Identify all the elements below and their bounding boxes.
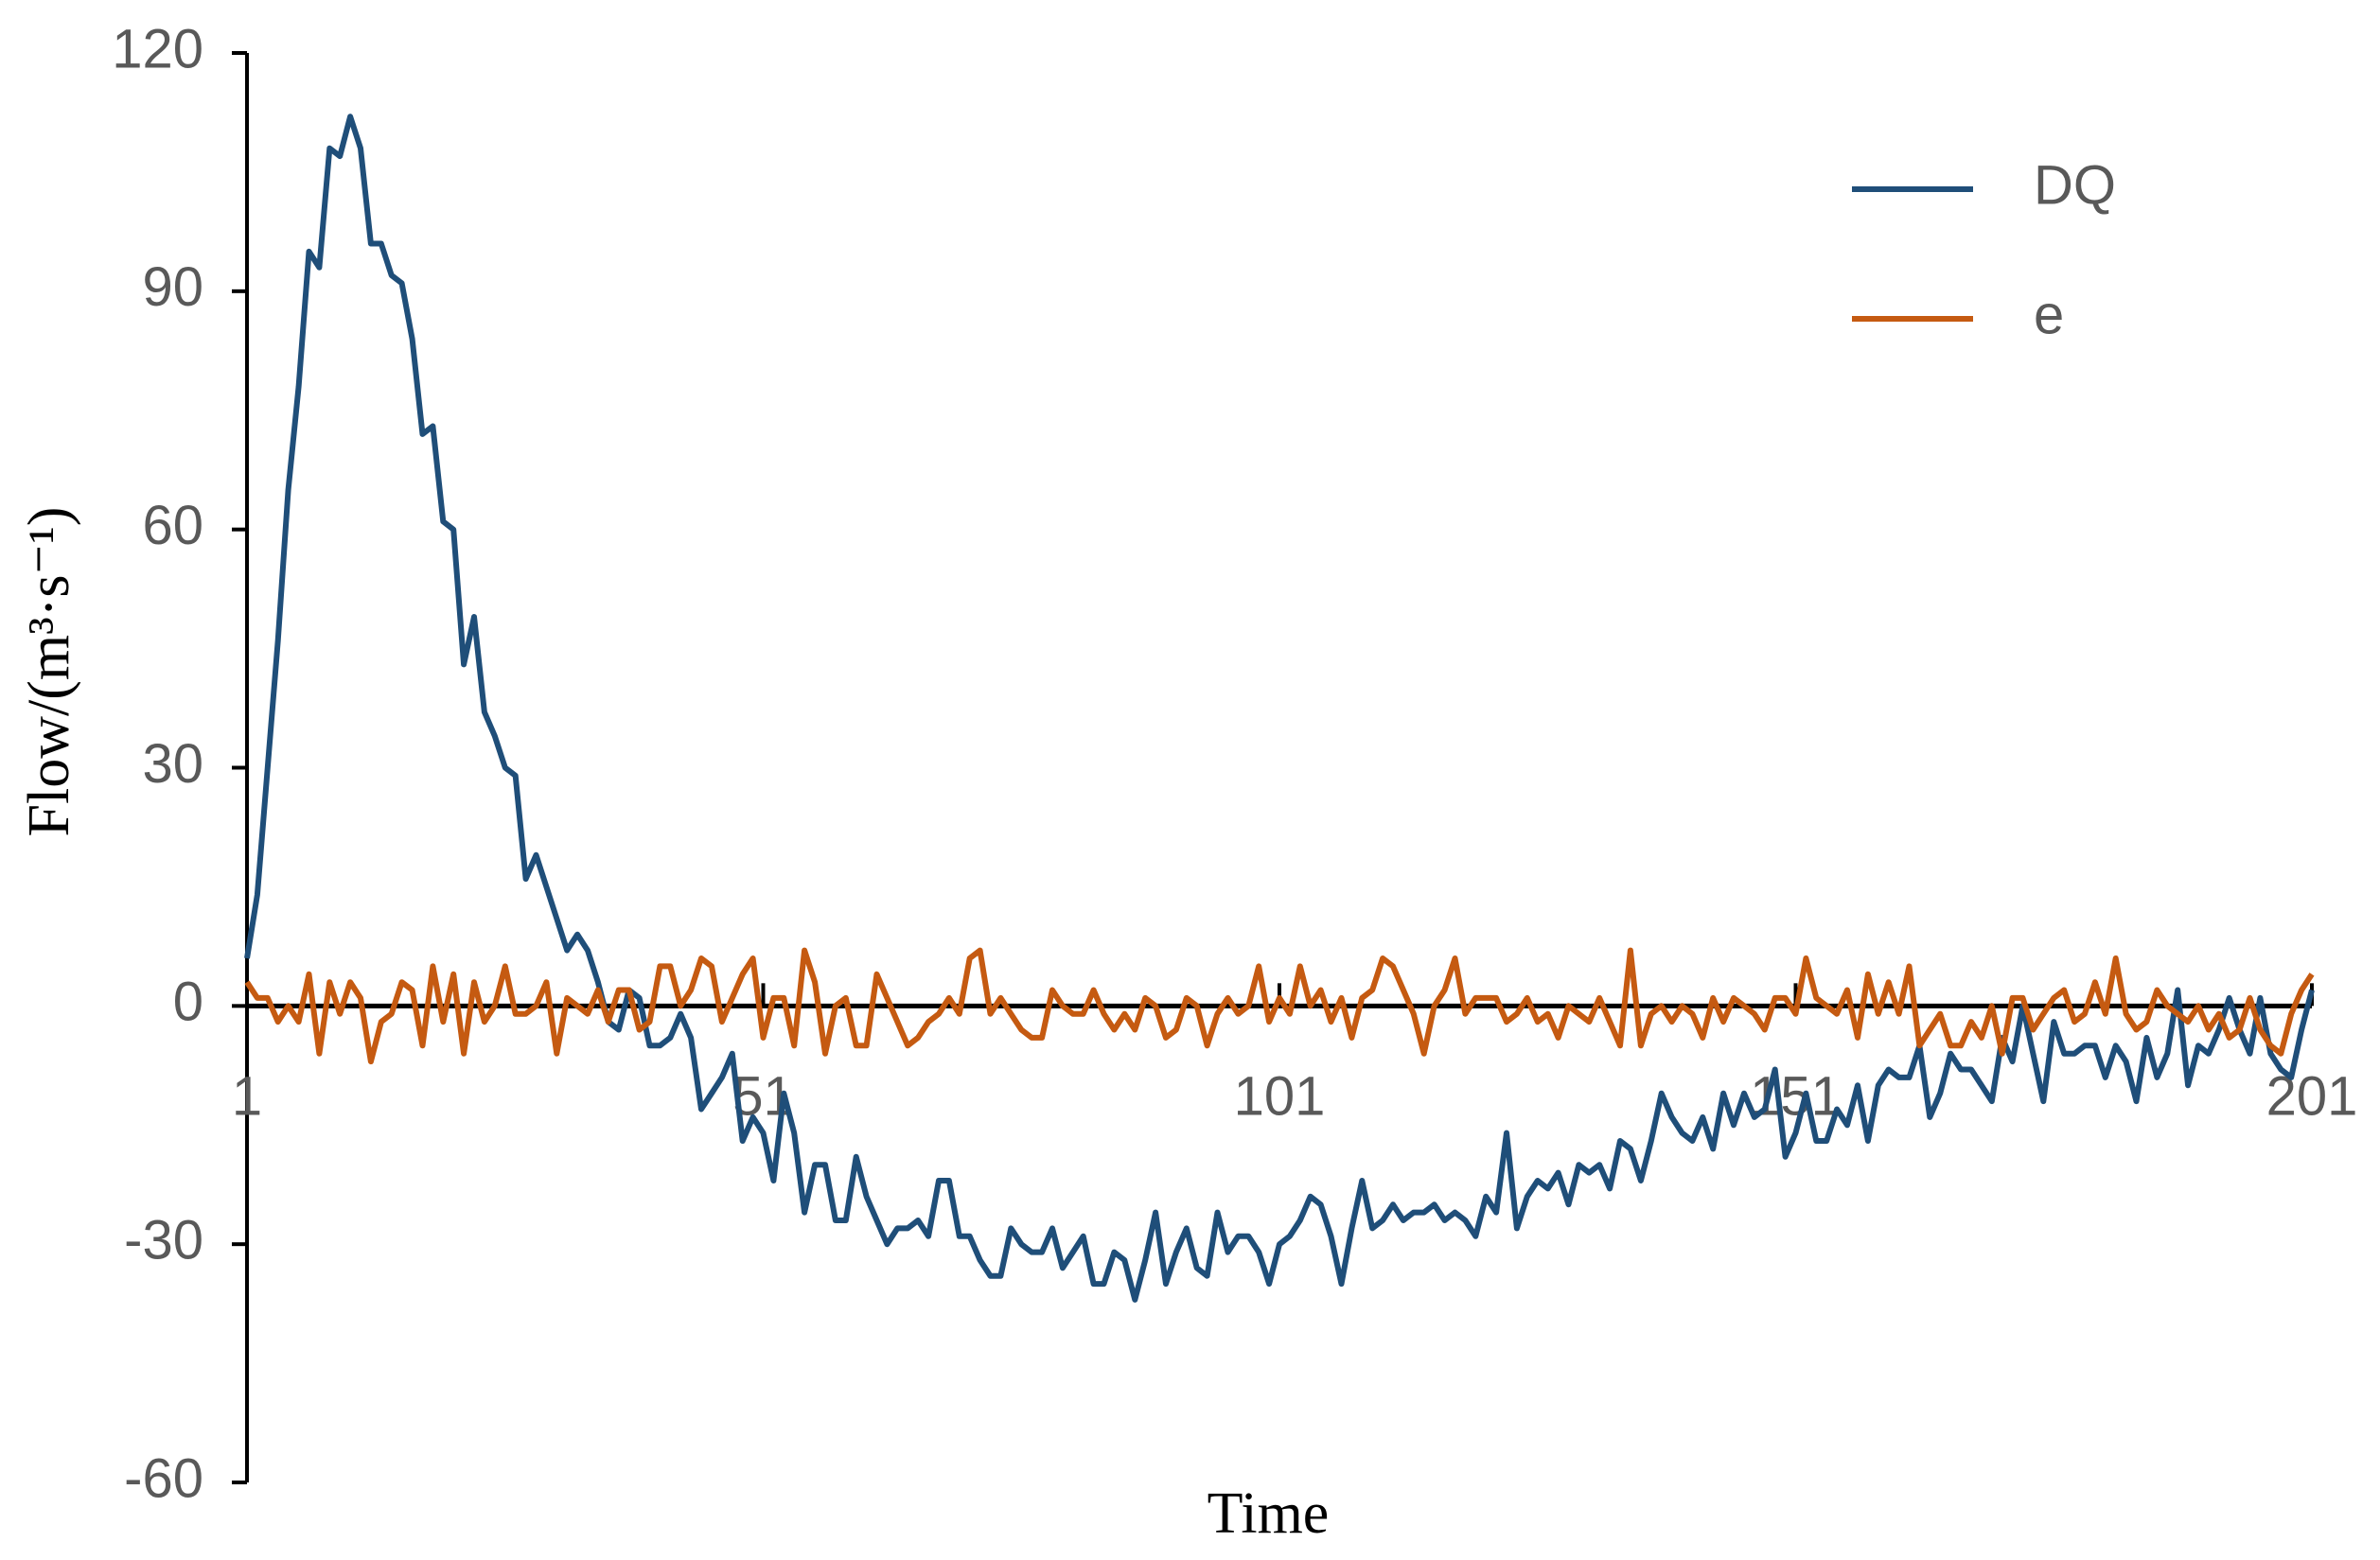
y-tick-label: 120 xyxy=(112,18,203,79)
x-axis-label: Time xyxy=(1208,1481,1330,1546)
series-line xyxy=(244,114,2315,1303)
y-tick-label: -30 xyxy=(124,1209,203,1271)
x-tick-label: 201 xyxy=(2266,1066,2358,1128)
y-tick-label: 90 xyxy=(142,256,203,318)
y-tick-label: 60 xyxy=(142,495,203,556)
x-tick-label: 151 xyxy=(1750,1066,1842,1128)
legend-label: DQ xyxy=(2034,154,2116,216)
legend-label: e xyxy=(2034,284,2064,345)
series-line xyxy=(244,947,2315,1065)
y-tick-label: 30 xyxy=(142,733,203,795)
y-axis-label: Flow/(m³·s⁻¹) xyxy=(17,507,81,837)
y-tick-label: 0 xyxy=(173,972,203,1033)
x-tick-label: 101 xyxy=(1234,1066,1326,1128)
x-tick-label: 1 xyxy=(232,1066,262,1128)
y-tick-label: -60 xyxy=(124,1447,203,1509)
